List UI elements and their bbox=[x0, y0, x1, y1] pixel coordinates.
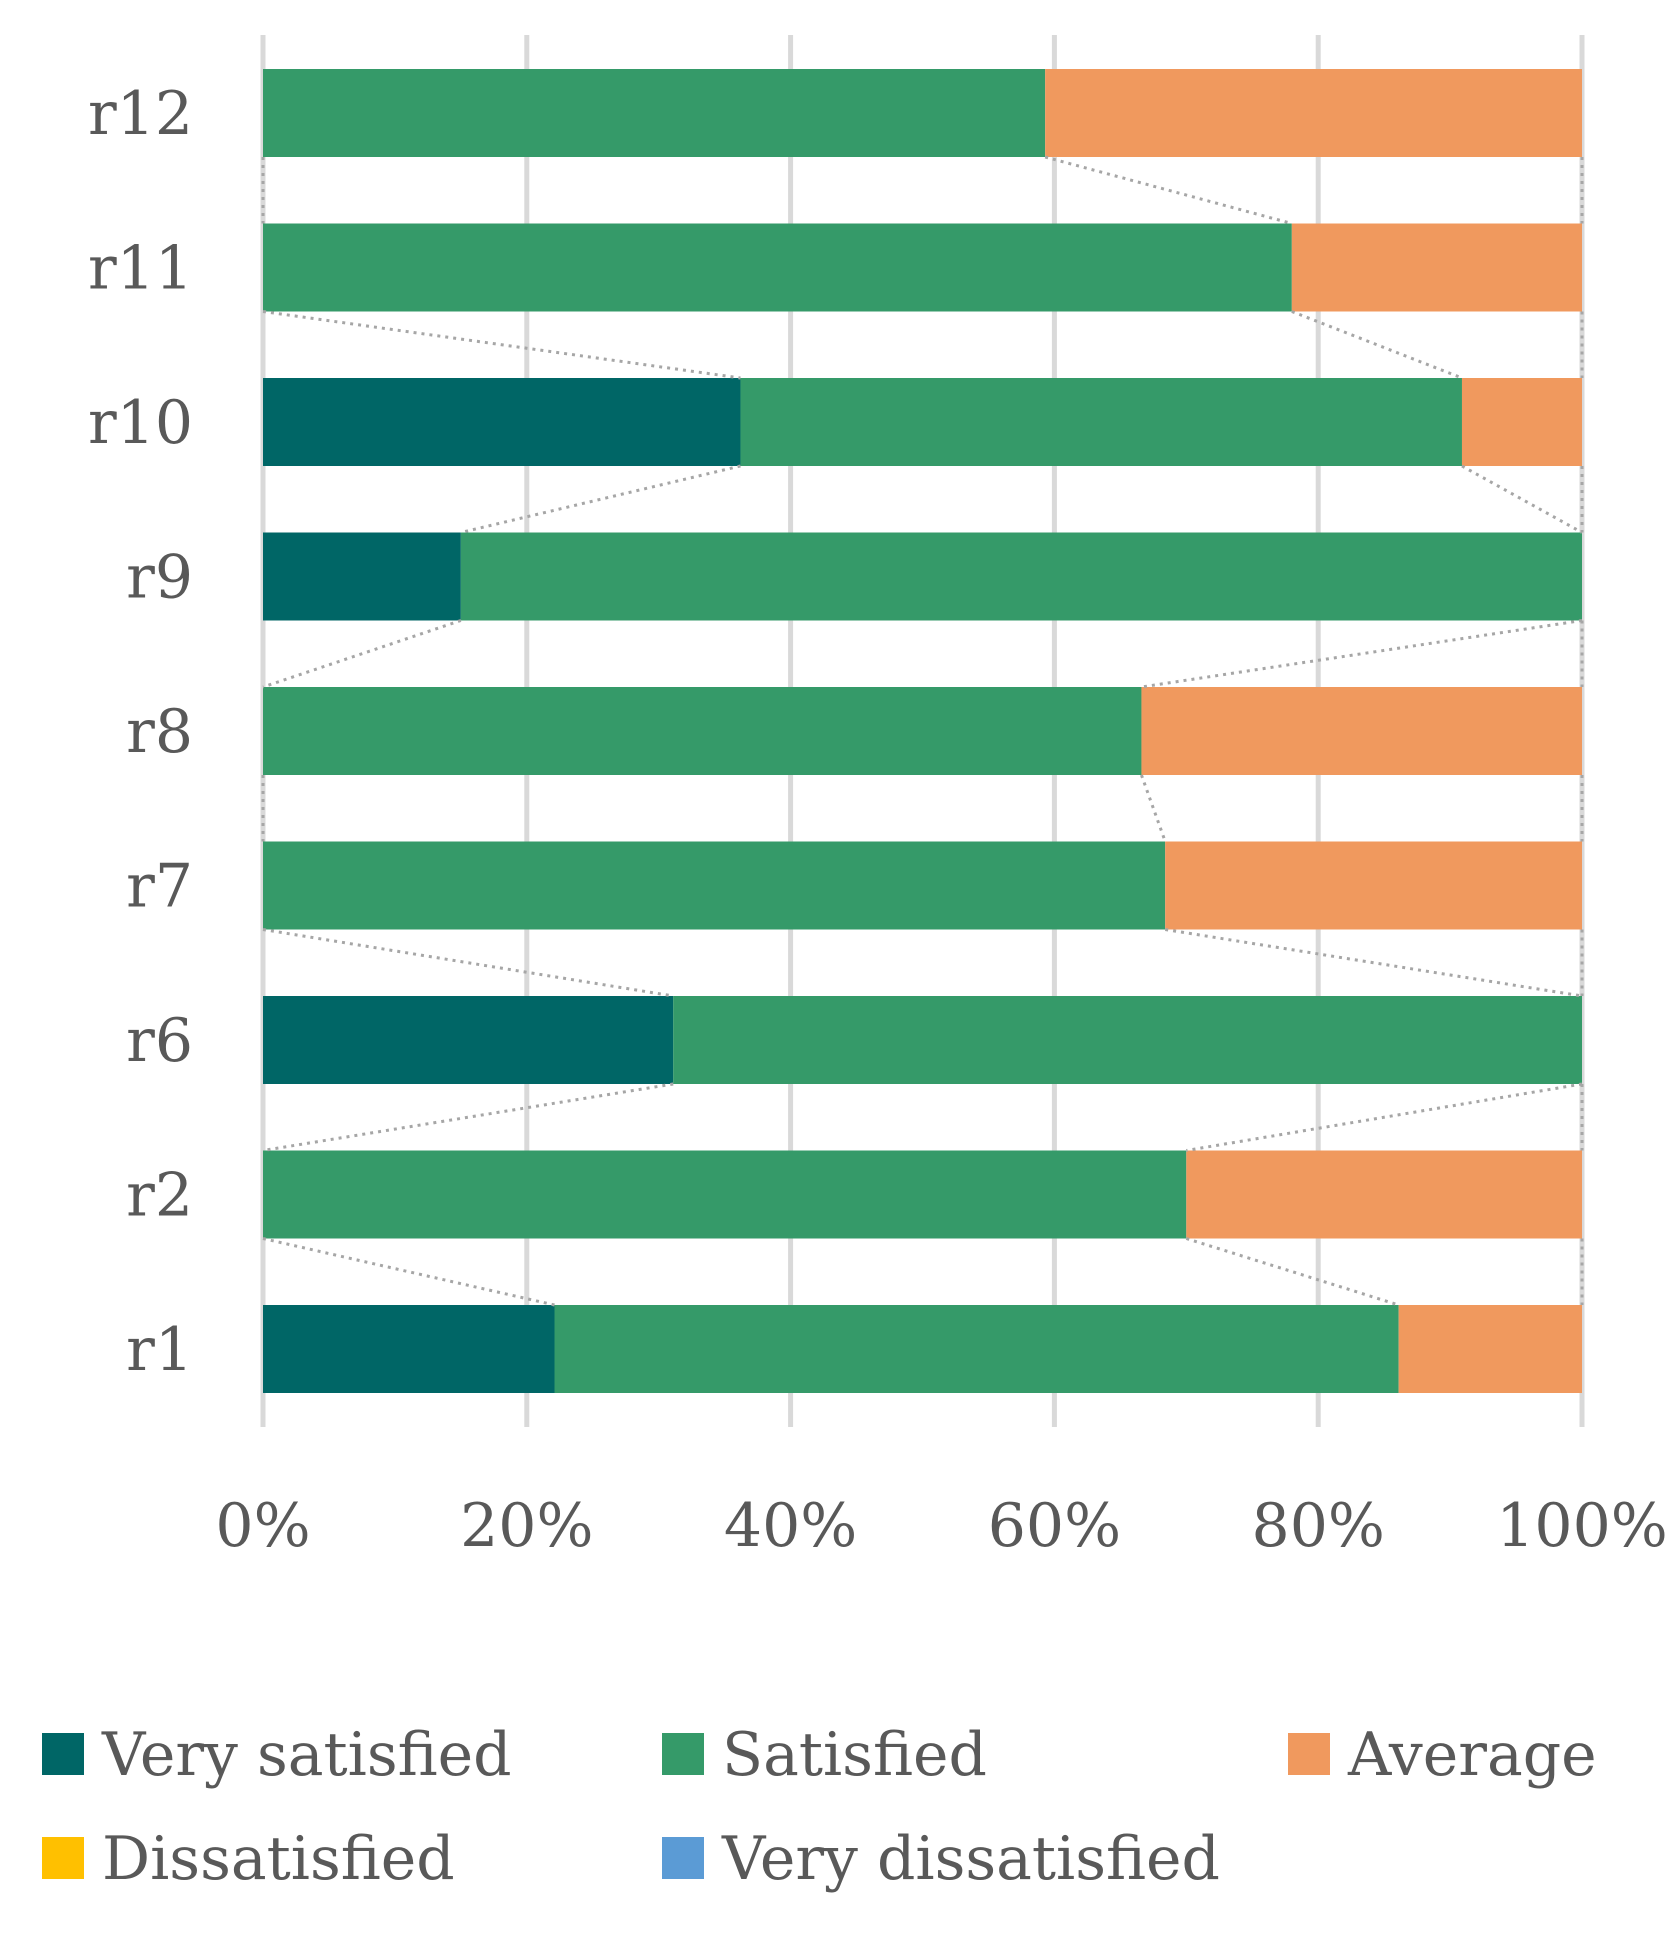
series-line bbox=[1186, 1082, 1583, 1152]
legend-label: Very dissatisfied bbox=[721, 1824, 1220, 1894]
x-tick-label: 40% bbox=[724, 1491, 857, 1561]
bar-segment bbox=[1186, 1150, 1582, 1239]
bar-segment bbox=[1165, 841, 1582, 930]
category-label: r10 bbox=[88, 388, 193, 458]
x-tick-labels: 0% 20% 40% 60% 80% 100% bbox=[215, 1491, 1667, 1561]
category-label: r11 bbox=[88, 234, 193, 304]
bar-segment bbox=[263, 1305, 555, 1393]
series-line bbox=[262, 619, 462, 689]
bar-segment bbox=[263, 378, 741, 466]
legend-label: Very satisfied bbox=[101, 1720, 512, 1790]
bar-segment bbox=[263, 1150, 1187, 1239]
series-line bbox=[262, 1237, 555, 1307]
category-label: r12 bbox=[88, 79, 193, 149]
series-line bbox=[1140, 774, 1167, 843]
category-label: r1 bbox=[126, 1315, 193, 1385]
legend-label: Dissatisfied bbox=[102, 1824, 455, 1894]
bar-segment bbox=[263, 69, 1046, 157]
bar-segment bbox=[1398, 1305, 1582, 1393]
bars bbox=[263, 69, 1583, 1393]
x-tick-label: 80% bbox=[1252, 1491, 1385, 1561]
bar-segment bbox=[1045, 69, 1582, 157]
series-line bbox=[1291, 310, 1463, 380]
x-tick-label: 100% bbox=[1496, 1491, 1668, 1561]
series-line bbox=[262, 1082, 674, 1152]
bar-segment bbox=[1291, 223, 1582, 312]
category-label: r8 bbox=[126, 697, 193, 767]
category-label: r2 bbox=[126, 1161, 193, 1231]
legend-swatch bbox=[42, 1837, 84, 1879]
bar-segment bbox=[554, 1305, 1399, 1393]
x-tick-label: 0% bbox=[215, 1491, 310, 1561]
series-line bbox=[1164, 928, 1583, 998]
bar-segment bbox=[263, 687, 1142, 775]
bar-segment bbox=[1141, 687, 1582, 775]
bar-segment bbox=[263, 532, 461, 621]
bar-segment bbox=[1461, 378, 1582, 466]
legend-swatch bbox=[662, 1837, 704, 1879]
legend-swatch bbox=[42, 1733, 84, 1775]
legend-swatch bbox=[662, 1733, 704, 1775]
x-tick-label: 20% bbox=[460, 1491, 593, 1561]
series-line bbox=[460, 464, 741, 534]
legend-swatch bbox=[1288, 1733, 1330, 1775]
legend: Very satisfied Satisfied Average Dissatisfi… bbox=[42, 1720, 1597, 1894]
series-line bbox=[1461, 464, 1583, 534]
category-labels: r12 r11 r10 r9 r8 r7 r6 r2 r1 bbox=[88, 79, 193, 1385]
bar-segment bbox=[263, 996, 674, 1084]
category-label: r6 bbox=[126, 1006, 193, 1076]
category-label: r7 bbox=[126, 852, 193, 922]
series-line bbox=[1044, 155, 1293, 225]
legend-label: Average bbox=[1347, 1720, 1597, 1790]
series-lines bbox=[261, 155, 1584, 1307]
series-line bbox=[1185, 1237, 1400, 1307]
category-label: r9 bbox=[126, 543, 193, 613]
series-line bbox=[1141, 619, 1583, 689]
bar-segment bbox=[263, 841, 1166, 930]
bar-segment bbox=[460, 532, 1583, 621]
legend-label: Satisfied bbox=[722, 1720, 987, 1790]
bar-segment bbox=[673, 996, 1582, 1084]
bar-segment bbox=[740, 378, 1462, 466]
bar-segment bbox=[263, 223, 1292, 312]
series-line bbox=[262, 310, 741, 380]
x-tick-label: 60% bbox=[988, 1491, 1121, 1561]
series-line bbox=[262, 928, 674, 998]
